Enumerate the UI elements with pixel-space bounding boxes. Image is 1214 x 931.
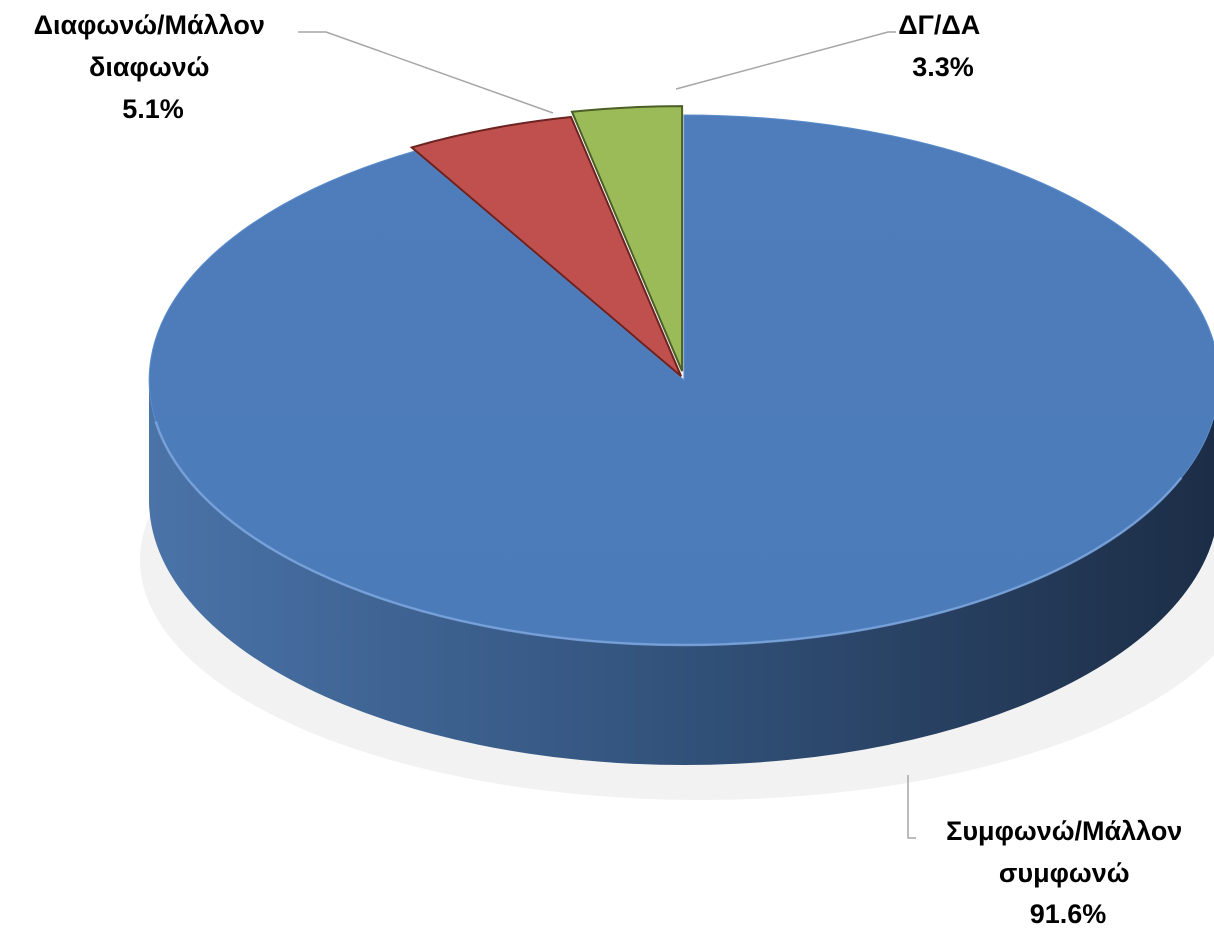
pie-slices — [148, 105, 1214, 765]
slice-label-1-line-0: Διαφωνώ/Μάλλον — [34, 10, 265, 40]
slice-label-1: Διαφωνώ/Μάλλον διαφωνώ 5.1% — [34, 10, 273, 124]
slice-top-1 — [409, 115, 683, 378]
slice-top-2 — [570, 105, 684, 372]
slice-value-2: 3.3% — [912, 52, 974, 82]
slice-label-0-line-0: Συμφωνώ/Μάλλον — [946, 816, 1182, 846]
slice-label-0: Συμφωνώ/Μάλλον συμφωνώ 91.6% — [946, 816, 1190, 929]
slice-side-0 — [149, 380, 1214, 765]
leader-line-0 — [907, 775, 916, 839]
data-labels: Συμφωνώ/Μάλλον συμφωνώ 91.6% Διαφωνώ/Μάλ… — [34, 10, 1190, 929]
leader-line-2 — [675, 31, 896, 90]
slice-value-0: 91.6% — [1030, 899, 1107, 929]
slice-label-1-line-1: διαφωνώ — [89, 52, 209, 82]
leader-line-1 — [298, 31, 554, 114]
slice-label-2: ΔΓ/ΔΑ 3.3% — [898, 10, 988, 82]
slice-rim-0 — [154, 421, 1183, 647]
leader-lines — [298, 31, 916, 839]
slice-label-2-line-0: ΔΓ/ΔΑ — [898, 10, 980, 40]
slice-label-0-line-1: συμφωνώ — [999, 858, 1130, 888]
slice-value-1: 5.1% — [122, 94, 184, 124]
